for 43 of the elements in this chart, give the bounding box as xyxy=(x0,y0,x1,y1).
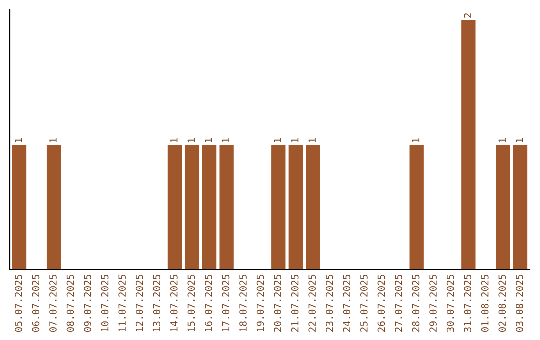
x-tick-label: 30.07.2025 xyxy=(446,274,454,332)
x-tick-label: 22.07.2025 xyxy=(308,274,316,332)
x-tick-label: 28.07.2025 xyxy=(412,274,420,332)
x-tick-label: 01.08.2025 xyxy=(481,274,489,332)
data-label: 1 xyxy=(222,138,230,142)
x-tick-label: 08.07.2025 xyxy=(66,274,74,332)
data-label: 1 xyxy=(170,138,178,142)
data-label: 1 xyxy=(50,138,57,142)
x-tick-label: 16.07.2025 xyxy=(205,274,212,332)
x-tick-label: 06.07.2025 xyxy=(32,274,40,332)
x-tick-label: 14.07.2025 xyxy=(170,274,178,332)
x-tick-label: 10.07.2025 xyxy=(101,274,109,332)
x-tick-label: 02.08.2025 xyxy=(498,274,506,332)
x-tick-label: 23.07.2025 xyxy=(326,274,334,332)
data-label: 1 xyxy=(15,138,22,142)
data-label: 1 xyxy=(205,138,212,142)
x-tick-label: 17.07.2025 xyxy=(222,274,230,332)
x-tick-label: 21.07.2025 xyxy=(291,274,299,332)
x-tick-label: 24.07.2025 xyxy=(343,274,351,332)
x-tick-label: 07.07.2025 xyxy=(50,274,57,332)
x-tick-label: 29.07.2025 xyxy=(430,274,437,332)
data-label: 1 xyxy=(412,138,420,142)
x-tick-label: 13.07.2025 xyxy=(153,274,161,332)
x-tick-label: 31.07.2025 xyxy=(464,274,472,332)
data-label: 1 xyxy=(292,138,299,142)
x-tick-label: 05.07.2025 xyxy=(14,274,22,332)
data-label: 2 xyxy=(464,14,472,18)
x-tick-label: 18.07.2025 xyxy=(240,274,247,332)
data-label: 1 xyxy=(516,138,524,142)
x-tick-label: 26.07.2025 xyxy=(378,274,386,332)
data-label: 1 xyxy=(308,138,316,142)
data-label: 1 xyxy=(188,138,195,142)
x-tick-label: 19.07.2025 xyxy=(256,274,264,332)
x-tick-label: 12.07.2025 xyxy=(136,274,144,332)
x-tick-label: 25.07.2025 xyxy=(360,274,368,332)
x-tick-label: 09.07.2025 xyxy=(84,274,92,332)
data-label: 1 xyxy=(498,138,506,142)
x-tick-label: 03.08.2025 xyxy=(516,274,524,332)
x-tick-label: 27.07.2025 xyxy=(395,274,402,332)
x-tick-label: 15.07.2025 xyxy=(188,274,196,332)
x-tick-label: 20.07.2025 xyxy=(274,274,282,332)
x-tick-label: 11.07.2025 xyxy=(118,274,126,332)
data-label: 1 xyxy=(274,138,282,142)
